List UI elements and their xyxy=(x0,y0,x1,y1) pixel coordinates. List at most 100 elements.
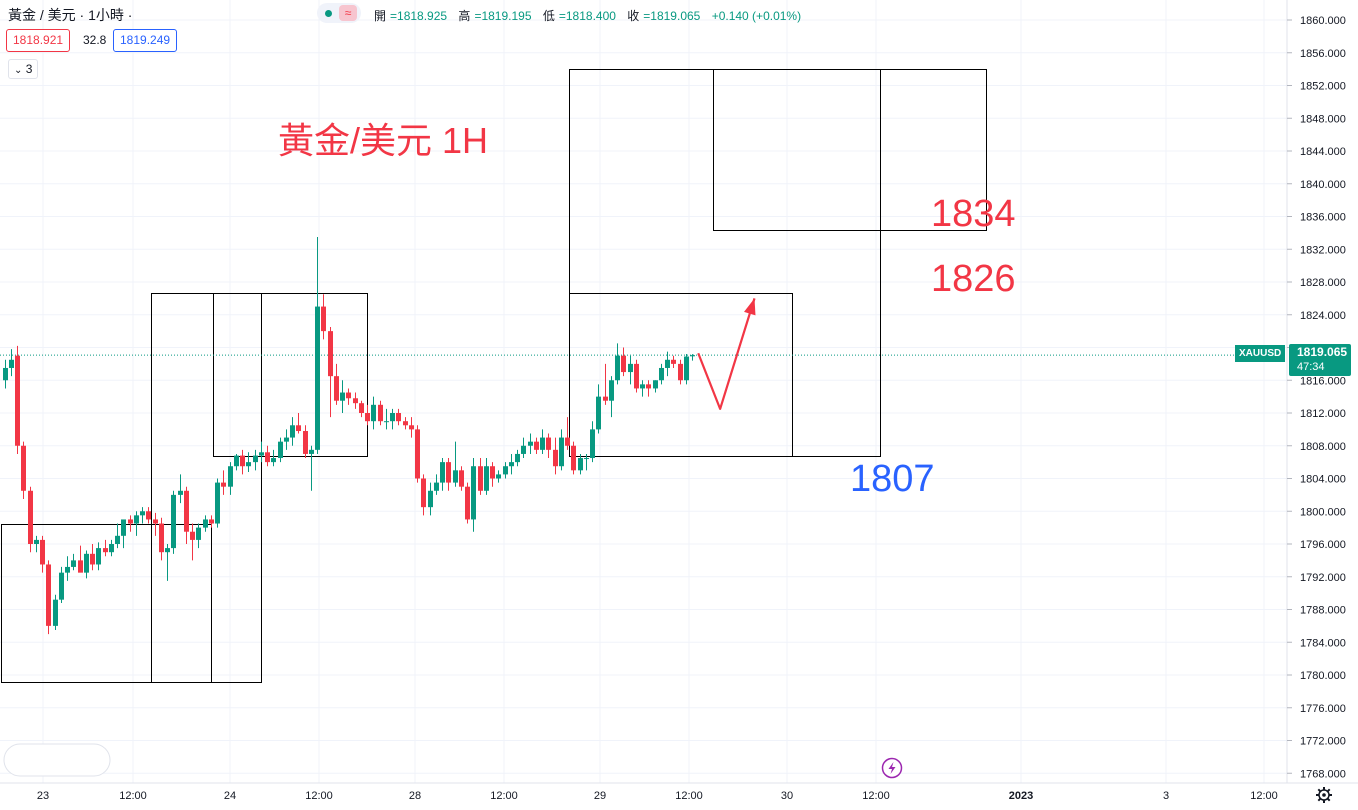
candle-body xyxy=(540,437,545,450)
candle-body xyxy=(190,531,195,540)
candle-body xyxy=(71,560,76,567)
candle-body xyxy=(103,548,108,553)
candle-body xyxy=(690,355,695,357)
candle-body xyxy=(578,458,583,471)
candle-body xyxy=(528,441,533,446)
ohlc-open: 開 =1818.925 xyxy=(374,9,448,23)
candle-body xyxy=(265,452,270,463)
candle-body xyxy=(478,466,483,491)
zone-rectangle xyxy=(569,69,881,457)
candle-body xyxy=(465,486,470,520)
x-tick-label: 29 xyxy=(594,790,606,802)
x-tick-label: 12:00 xyxy=(305,790,333,802)
y-tick-label: 1816.000 xyxy=(1300,375,1346,387)
ohlc-low: 低 =1818.400 xyxy=(542,9,616,23)
y-tick-label: 1848.000 xyxy=(1300,113,1346,125)
candle-body xyxy=(309,449,314,454)
grid-lines xyxy=(0,0,1287,783)
y-tick-label: 1800.000 xyxy=(1300,506,1346,518)
candles-group xyxy=(3,236,695,635)
approx-icon: ≈ xyxy=(339,5,357,21)
symbol-title[interactable]: 黃金 / 美元 · 1小時 · xyxy=(8,7,133,23)
x-tick-label: 30 xyxy=(781,790,793,802)
candle-body xyxy=(621,355,626,373)
annotation-1807: 1807 xyxy=(850,458,935,500)
candle-body xyxy=(396,413,401,422)
x-tick-label: 24 xyxy=(224,790,236,802)
y-tick-label: 1804.000 xyxy=(1300,474,1346,486)
candle-body xyxy=(340,392,345,401)
market-status[interactable]: ≈ xyxy=(317,3,361,23)
y-tick-label: 1808.000 xyxy=(1300,441,1346,453)
candle-body xyxy=(628,363,633,373)
candle-body xyxy=(415,429,420,479)
candle-body xyxy=(165,548,170,553)
candle-body xyxy=(78,560,83,573)
zone-rectangle xyxy=(1,524,212,683)
y-tick-label: 1776.000 xyxy=(1300,703,1346,715)
candle-body xyxy=(571,445,576,471)
buy-price-button[interactable]: 1819.249 xyxy=(113,29,178,52)
x-tick-label: 12:00 xyxy=(1250,790,1278,802)
sell-price-button[interactable]: 1818.921 xyxy=(6,29,71,52)
candle-body xyxy=(384,421,389,423)
candle-countdown: 47:34 xyxy=(1297,361,1325,373)
candle-body xyxy=(503,466,508,475)
candle-body xyxy=(653,380,658,389)
x-tick-label: 12:00 xyxy=(675,790,703,802)
arrow-head xyxy=(744,298,756,316)
candle-body xyxy=(171,494,176,549)
projection-arrow xyxy=(697,298,756,411)
candle-body xyxy=(215,482,220,524)
candle-body xyxy=(84,553,89,573)
gear-icon[interactable] xyxy=(1316,787,1332,803)
chevron-down-icon: ⌄ xyxy=(14,65,23,76)
candle-body xyxy=(290,425,295,438)
candle-body xyxy=(128,519,133,524)
candle-body xyxy=(134,515,139,524)
y-tick-label: 1828.000 xyxy=(1300,277,1346,289)
candle-body xyxy=(115,535,120,544)
chart-title: 黃金/美元 1H xyxy=(278,120,488,161)
y-tick-label: 1768.000 xyxy=(1300,768,1346,780)
scroll-widget[interactable] xyxy=(3,743,111,777)
candle-body xyxy=(534,441,539,450)
candle-body xyxy=(446,462,451,483)
x-tick-label: 12:00 xyxy=(490,790,518,802)
price-scale-background[interactable] xyxy=(1287,0,1358,783)
candle-body xyxy=(490,466,495,479)
candle-body xyxy=(321,306,326,332)
indicator-count: 3 xyxy=(25,62,33,76)
candle-body xyxy=(234,455,239,467)
y-tick-label: 1856.000 xyxy=(1300,48,1346,60)
y-tick-label: 1780.000 xyxy=(1300,670,1346,682)
indicator-toggle[interactable]: ⌄ 3 xyxy=(8,59,39,79)
y-tick-label: 1836.000 xyxy=(1300,212,1346,224)
candle-body xyxy=(271,458,276,463)
time-scale-background[interactable] xyxy=(0,783,1358,810)
ohlc-legend: 開 =1818.925 高 =1819.195 低 =1818.400 收 =1819.… xyxy=(374,7,809,24)
candle-body xyxy=(609,380,614,401)
candle-body xyxy=(353,398,358,404)
spread-value: 32.8 xyxy=(83,33,107,47)
candle-body xyxy=(178,490,183,495)
y-tick-label: 1832.000 xyxy=(1300,244,1346,256)
candle-body xyxy=(584,458,589,460)
candle-body xyxy=(471,466,476,520)
x-tick-label: 12:00 xyxy=(119,790,147,802)
candle-body xyxy=(434,482,439,491)
x-tick-label: 12:00 xyxy=(862,790,890,802)
candle-body xyxy=(453,470,458,483)
candle-body xyxy=(284,437,289,442)
lightning-icon[interactable] xyxy=(881,757,903,779)
candle-body xyxy=(634,363,639,389)
y-tick-label: 1860.000 xyxy=(1300,15,1346,27)
candle-body xyxy=(34,539,39,544)
candle-body xyxy=(296,425,301,432)
candle-body xyxy=(184,490,189,532)
candle-body xyxy=(378,404,383,422)
y-tick-label: 1784.000 xyxy=(1300,637,1346,649)
candle-body xyxy=(228,466,233,487)
y-tick-label: 1796.000 xyxy=(1300,539,1346,551)
